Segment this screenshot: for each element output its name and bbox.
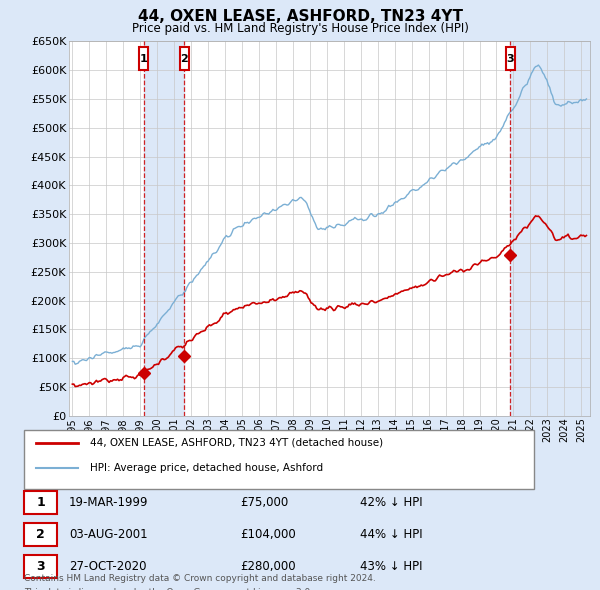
Text: 44, OXEN LEASE, ASHFORD, TN23 4YT (detached house): 44, OXEN LEASE, ASHFORD, TN23 4YT (detac… bbox=[90, 438, 383, 448]
Text: 44, OXEN LEASE, ASHFORD, TN23 4YT: 44, OXEN LEASE, ASHFORD, TN23 4YT bbox=[137, 9, 463, 24]
Text: 2: 2 bbox=[181, 54, 188, 64]
Text: Price paid vs. HM Land Registry's House Price Index (HPI): Price paid vs. HM Land Registry's House … bbox=[131, 22, 469, 35]
Text: 1: 1 bbox=[37, 496, 45, 509]
Bar bbox=[144, 41, 184, 416]
FancyBboxPatch shape bbox=[506, 47, 515, 70]
FancyBboxPatch shape bbox=[24, 523, 57, 546]
Text: 03-AUG-2001: 03-AUG-2001 bbox=[69, 528, 148, 541]
Bar bbox=[511, 41, 590, 416]
Text: 3: 3 bbox=[37, 560, 45, 573]
FancyBboxPatch shape bbox=[24, 555, 57, 578]
Text: £104,000: £104,000 bbox=[240, 528, 296, 541]
Text: 43% ↓ HPI: 43% ↓ HPI bbox=[360, 560, 422, 573]
Text: 19-MAR-1999: 19-MAR-1999 bbox=[69, 496, 149, 509]
FancyBboxPatch shape bbox=[179, 47, 189, 70]
Text: £280,000: £280,000 bbox=[240, 560, 296, 573]
Text: 2: 2 bbox=[37, 528, 45, 541]
Text: £75,000: £75,000 bbox=[240, 496, 288, 509]
Text: Contains HM Land Registry data © Crown copyright and database right 2024.: Contains HM Land Registry data © Crown c… bbox=[24, 574, 376, 584]
Text: 44% ↓ HPI: 44% ↓ HPI bbox=[360, 528, 422, 541]
FancyBboxPatch shape bbox=[139, 47, 148, 70]
FancyBboxPatch shape bbox=[24, 491, 57, 514]
Text: 27-OCT-2020: 27-OCT-2020 bbox=[69, 560, 146, 573]
Text: This data is licensed under the Open Government Licence v3.0.: This data is licensed under the Open Gov… bbox=[24, 588, 313, 590]
Text: HPI: Average price, detached house, Ashford: HPI: Average price, detached house, Ashf… bbox=[90, 463, 323, 473]
Text: 42% ↓ HPI: 42% ↓ HPI bbox=[360, 496, 422, 509]
Text: 1: 1 bbox=[140, 54, 148, 64]
FancyBboxPatch shape bbox=[24, 430, 534, 489]
Text: 3: 3 bbox=[506, 54, 514, 64]
